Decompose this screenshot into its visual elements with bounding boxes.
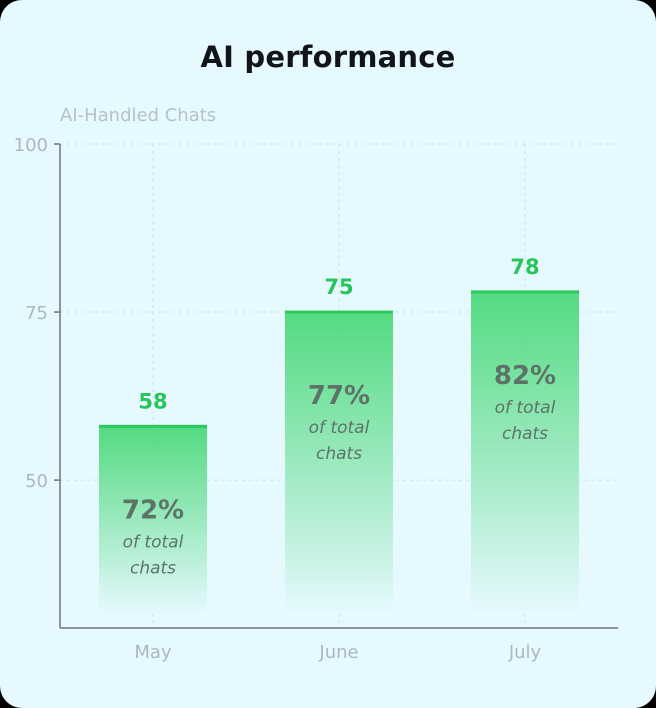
labels: 50 75 100 58 72% of total chats May 75 77% of tota… xyxy=(14,135,556,663)
bar-share-caption: chats xyxy=(502,424,548,444)
bar-cap xyxy=(285,310,393,314)
y-axis-label: AI-Handled Chats xyxy=(60,105,217,126)
x-tick-label: July xyxy=(508,642,542,663)
bar-value-label: 58 xyxy=(138,389,167,413)
bar-cap xyxy=(99,424,207,428)
bar-may xyxy=(99,426,207,614)
bar-share-caption: of total xyxy=(309,418,370,438)
y-tick-label: 50 xyxy=(25,471,48,492)
x-tick-label: June xyxy=(318,642,358,663)
y-tick-label: 100 xyxy=(14,135,48,156)
bars xyxy=(99,290,579,614)
bar-july xyxy=(471,291,579,614)
bar-share-caption: chats xyxy=(316,444,362,464)
bar-value-label: 75 xyxy=(324,275,353,299)
bar-june xyxy=(285,312,393,614)
axes xyxy=(54,143,618,629)
bar-share-percent: 82% xyxy=(494,361,556,391)
bar-value-label: 78 xyxy=(510,255,539,279)
bar-share-caption: of total xyxy=(123,532,184,552)
bar-share-percent: 72% xyxy=(122,495,184,525)
bar-share-percent: 77% xyxy=(308,381,370,411)
bar-share-caption: chats xyxy=(130,558,176,578)
bar-cap xyxy=(471,290,579,294)
x-tick-label: May xyxy=(134,642,172,663)
chart-title: AI performance xyxy=(200,40,456,74)
bar-share-caption: of total xyxy=(495,398,556,418)
y-tick-label: 75 xyxy=(25,303,48,324)
